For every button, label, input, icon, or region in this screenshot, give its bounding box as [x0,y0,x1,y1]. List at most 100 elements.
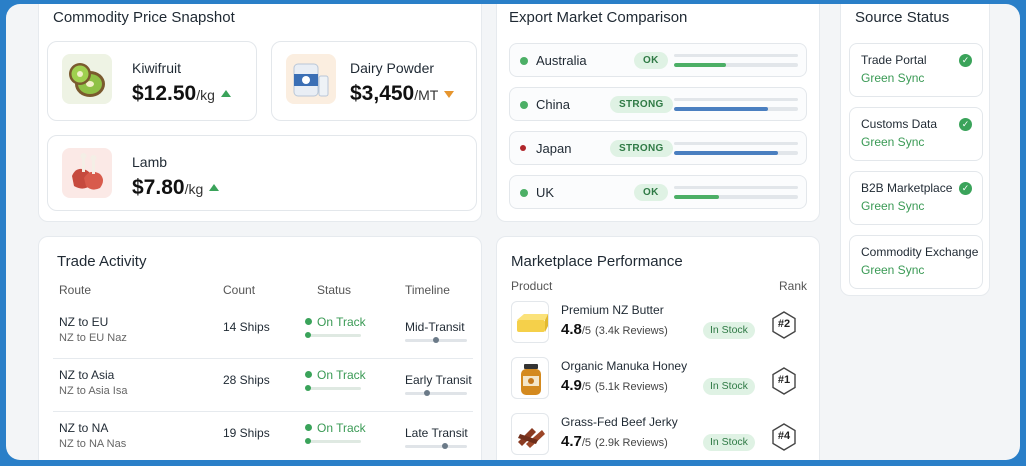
export-title: Export Market Comparison [509,9,688,26]
export-share-fill [674,107,769,111]
list-item[interactable]: Organic Manuka Honey 4.9/5 (5.1k Reviews) I… [505,357,805,403]
trade-title: Trade Activity [57,253,147,270]
status-dot-icon [520,145,526,151]
column-header-route: Route [59,283,92,297]
export-share-fill [674,151,779,155]
commodity-dairy-powder[interactable]: Dairy Powder $3,450/MT [271,41,477,121]
export-row[interactable]: China STRONG [509,87,807,121]
commodity-name: Lamb [132,154,168,170]
stock-badge: In Stock [703,434,755,451]
commodity-card: Commodity Price Snapshot Kiwifruit $12.5… [38,4,482,222]
export-country: UK [536,185,555,200]
list-item[interactable]: Grass-Fed Beef Jerky 4.7/5 (2.9k Reviews) I… [505,413,805,459]
commodity-name: Dairy Powder [350,60,435,76]
commodity-lamb[interactable]: Lamb $7.80/kg [47,135,477,211]
butter-icon [511,301,549,343]
route-count: 19 Ships [223,426,270,440]
source-name: Commodity Exchange [861,245,979,259]
status-bar-knob [305,438,311,444]
rating-out-of: /5 [581,381,592,393]
route-count: 28 Ships [223,373,270,387]
status-bar [305,385,361,391]
source-status-text: Green Sync [861,71,925,85]
product-rating: 4.9/5 (5.1k Reviews) [561,377,668,394]
lamb-icon [62,148,112,198]
export-badge: OK [634,184,668,201]
export-badge: OK [634,52,668,69]
export-share-bar [674,195,798,199]
commodity-price: $12.50/kg [132,82,231,106]
column-header-count: Count [223,283,256,297]
route-name: NZ to EU [59,315,109,329]
timeline-knob [433,337,439,343]
table-row[interactable]: NZ to EU NZ to EU Naz 14 Ships On Track Mid-… [53,307,473,359]
source-card: Source Status Trade Portal Green Sync ✓ Cus… [840,4,990,296]
column-header-status: Status [317,283,352,297]
stock-badge: In Stock [703,378,755,395]
status-dot-icon [520,57,528,65]
rating-out-of: /5 [581,325,592,337]
export-row[interactable]: Australia OK [509,43,807,77]
column-header-timeline: Timeline [405,283,450,297]
rating-value: 4.9 [561,377,582,394]
source-name: Customs Data [861,117,938,131]
check-circle-icon: ✓ [959,118,972,131]
market-title: Marketplace Performance [511,253,683,270]
export-country: China [536,97,570,112]
route-sub: NZ to Asia Isa [59,385,128,397]
product-rating: 4.8/5 (3.4k Reviews) [561,321,668,338]
product-name: Premium NZ Butter [561,303,664,317]
export-badge: STRONG [610,96,673,113]
review-count: (5.1k Reviews) [595,381,668,393]
source-title: Source Status [855,9,950,26]
export-secondary-bar [674,54,798,57]
rank-label: #1 [777,374,791,386]
source-item[interactable]: Trade Portal Green Sync ✓ [849,43,983,97]
status-bar [305,438,361,444]
trade-card: Trade Activity Route Count Status Timeli… [38,236,482,460]
table-row[interactable]: NZ to Asia NZ to Asia Isa 28 Ships On Track… [53,360,473,412]
export-country: Australia [536,53,587,68]
export-row[interactable]: UK OK [509,175,807,209]
check-circle-icon: ✓ [959,182,972,195]
export-share-bar [674,151,798,155]
status-bar-knob [305,385,311,391]
export-badge: STRONG [610,140,673,157]
route-timeline: Late Transit [405,426,468,440]
export-share-bar [674,107,798,111]
honey-jar-icon [511,357,549,399]
product-name: Grass-Fed Beef Jerky [561,415,678,429]
route-sub: NZ to NA Nas [59,438,127,450]
rank-badge: #2 [771,311,797,339]
timeline-bar [405,390,467,396]
dashboard-frame: Commodity Price Snapshot Kiwifruit $12.5… [6,4,1020,460]
status-text: On Track [317,421,366,435]
export-row[interactable]: Japan STRONG [509,131,807,165]
rank-badge: #1 [771,367,797,395]
list-item[interactable]: Premium NZ Butter 4.8/5 (3.4k Reviews) In S… [505,301,805,347]
route-name: NZ to NA [59,421,109,435]
rating-value: 4.7 [561,433,582,450]
source-name: Trade Portal [861,53,927,67]
dairy-powder-icon [286,54,336,104]
source-item[interactable]: Commodity Exchange Green Sync [849,235,983,289]
route-sub: NZ to EU Naz [59,332,127,344]
status-bar-knob [305,332,311,338]
source-item[interactable]: B2B Marketplace Green Sync ✓ [849,171,983,225]
source-status-text: Green Sync [861,199,925,213]
status-dot-icon [520,101,528,109]
source-item[interactable]: Customs Data Green Sync ✓ [849,107,983,161]
route-timeline: Early Transit [405,373,472,387]
rank-label: #2 [777,318,791,330]
export-secondary-bar [674,186,798,189]
status-dot-icon [520,189,528,197]
column-header-rank: Rank [779,279,808,293]
trend-down-icon [444,91,455,98]
commodity-kiwifruit[interactable]: Kiwifruit $12.50/kg [47,41,257,121]
commodity-price: $3,450/MT [350,82,455,106]
status-dot-icon [305,371,312,378]
table-row[interactable]: NZ to NA NZ to NA Nas 19 Ships On Track Late… [53,413,473,460]
timeline-bar [405,443,467,449]
export-country: Japan [536,141,572,156]
export-secondary-bar [674,98,798,101]
